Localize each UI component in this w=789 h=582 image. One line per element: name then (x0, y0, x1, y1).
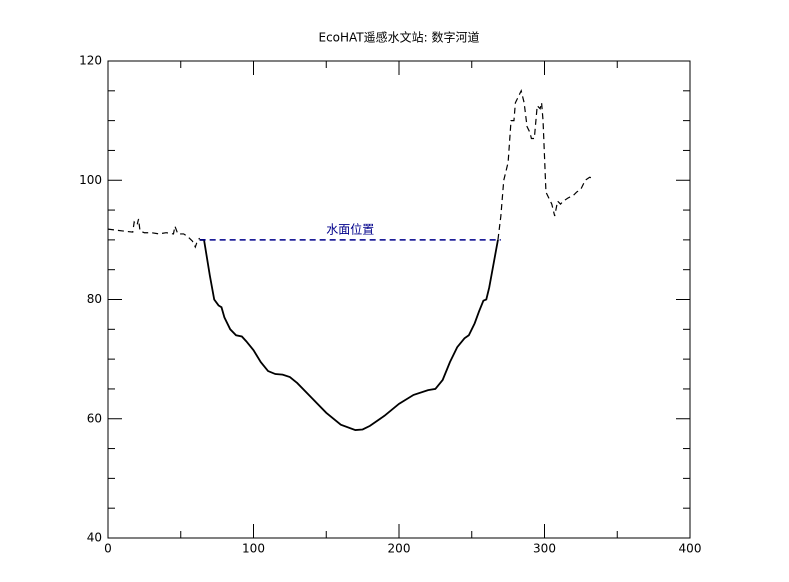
y-tick-label: 120 (79, 54, 102, 68)
x-tick-label: 0 (104, 542, 112, 556)
x-tick-label: 100 (242, 542, 265, 556)
line-series (497, 89, 595, 240)
y-tick-label: 40 (87, 531, 102, 545)
line-series (199, 238, 499, 431)
line-series (107, 218, 201, 249)
x-tick-label: 200 (388, 542, 411, 556)
annotation-label: 水面位置 (326, 221, 374, 236)
x-tick-label: 300 (533, 542, 556, 556)
plot-frame (107, 60, 691, 539)
chart-title: EcoHAT遥感水文站: 数字河道 (318, 30, 479, 45)
y-tick-label: 100 (79, 173, 102, 187)
y-tick-label: 80 (87, 292, 102, 306)
y-tick-label: 60 (87, 411, 102, 425)
x-tick-label: 400 (679, 542, 702, 556)
